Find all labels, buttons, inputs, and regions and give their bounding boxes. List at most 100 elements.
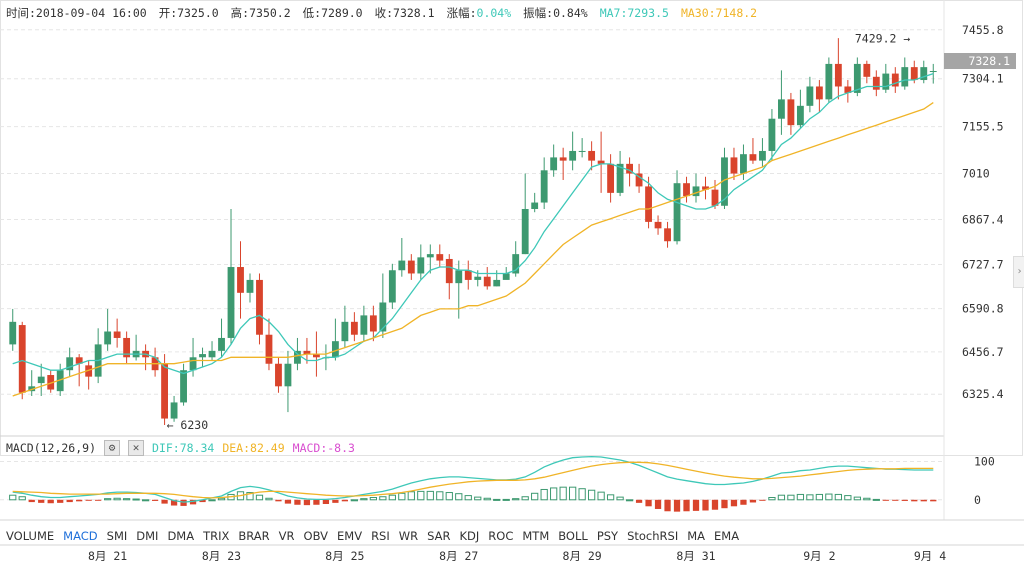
close-icon[interactable]: ✕ [128, 440, 145, 456]
candle [759, 150, 766, 161]
candle [844, 86, 852, 93]
tab-dma[interactable]: DMA [167, 529, 195, 543]
macd-bar [664, 499, 671, 512]
tab-kdj[interactable]: KDJ [459, 529, 480, 543]
y-tick-label: 6456.7 [962, 345, 1004, 359]
x-tick-label: 8月 23 [202, 549, 241, 563]
macd-bar [616, 496, 624, 501]
macd-bar [872, 498, 880, 501]
y-tick-label: 6590.8 [962, 302, 1004, 316]
tab-psy[interactable]: PSY [596, 529, 619, 543]
tab-mtm[interactable]: MTM [522, 529, 550, 543]
macd-bar [673, 499, 681, 512]
macd-bar [559, 486, 567, 501]
macd-bar [759, 499, 766, 501]
candle [369, 315, 377, 332]
macd-bar [199, 499, 206, 503]
candle [483, 276, 491, 287]
macd-bar [180, 499, 187, 506]
macd-bar [768, 497, 776, 501]
candle [313, 354, 320, 358]
candle [626, 163, 633, 174]
tab-vr[interactable]: VR [278, 529, 295, 543]
tab-sar[interactable]: SAR [427, 529, 451, 543]
macd-bar [132, 498, 140, 501]
low-annotation: ← 6230 [167, 418, 209, 432]
dif-line [12, 455, 934, 503]
gear-icon[interactable]: ⚙ [104, 440, 121, 456]
tab-obv[interactable]: OBV [303, 529, 328, 543]
y-tick-label: 7010 [962, 167, 990, 181]
macd-bar [645, 499, 652, 507]
candle [417, 257, 425, 274]
macd-bar [521, 496, 529, 501]
macd-bar [57, 499, 64, 503]
candle [607, 163, 615, 193]
high-annotation: 7429.2 → [855, 31, 910, 45]
candle [901, 67, 909, 87]
candle [189, 357, 197, 371]
macd-bar [170, 499, 178, 506]
macd-macd-value: MACD:-8.3 [292, 441, 355, 455]
macd-bar [474, 496, 482, 501]
candle [56, 370, 64, 392]
candle [284, 363, 292, 387]
candle [18, 325, 26, 393]
info-close: 收:7328.1 [374, 6, 435, 20]
macd-bar [892, 499, 899, 501]
macd-header: MACD(12,26,9) ⚙ ✕ DIF:78.34 DEA:82.49 MA… [6, 440, 363, 456]
tab-volume[interactable]: VOLUME [6, 529, 55, 543]
candle [303, 350, 311, 355]
tab-smi[interactable]: SMI [106, 529, 128, 543]
tab-ma[interactable]: MA [687, 529, 706, 543]
macd-bar [654, 499, 662, 509]
macd-bar [625, 499, 634, 502]
macd-bar [911, 499, 918, 502]
macd-bar [740, 499, 747, 505]
macd-bar [844, 495, 852, 501]
candle [920, 67, 928, 81]
current-price-tag: 7328.1 [944, 53, 1016, 69]
tab-macd[interactable]: MACD [63, 529, 98, 543]
tab-ema[interactable]: EMA [714, 529, 740, 543]
tab-boll[interactable]: BOLL [558, 529, 588, 543]
candle [664, 228, 671, 242]
macd-bar [692, 499, 700, 511]
macd-bar [863, 497, 871, 501]
tab-wr[interactable]: WR [398, 529, 419, 543]
tab-rsi[interactable]: RSI [371, 529, 390, 543]
tab-emv[interactable]: EMV [337, 529, 363, 543]
macd-bar [294, 499, 301, 505]
candle [891, 73, 899, 87]
tab-stochrsi[interactable]: StochRSI [627, 529, 679, 543]
candle [853, 63, 861, 93]
macd-bar [597, 491, 605, 501]
info-change-value: 0.04% [476, 6, 512, 20]
macd-bar [407, 491, 415, 501]
candle [512, 254, 520, 274]
macd-bar [711, 499, 719, 510]
macd-bar [28, 499, 35, 503]
macd-bar [303, 499, 311, 506]
tab-brar[interactable]: BRAR [238, 529, 270, 543]
tab-dmi[interactable]: DMI [136, 529, 159, 543]
candle [398, 260, 406, 271]
macd-y-tick-label: 0 [974, 493, 981, 507]
macd-bar [341, 499, 349, 502]
macd-bar [208, 499, 216, 502]
tab-roc[interactable]: ROC [488, 529, 514, 543]
info-time: 时间:2018-09-04 16:00 [6, 6, 147, 20]
y-tick-label: 7304.1 [962, 72, 1004, 86]
macd-bar [578, 488, 586, 501]
macd-title: MACD(12,26,9) [6, 441, 97, 455]
macd-bar [550, 487, 558, 501]
candle [815, 86, 823, 100]
scroll-right-handle[interactable]: › [1013, 256, 1024, 288]
tab-trix[interactable]: TRIX [203, 529, 230, 543]
candle [218, 337, 225, 351]
macd-bar [398, 492, 406, 501]
x-tick-label: 9月 4 [914, 549, 946, 563]
candle [825, 63, 833, 100]
macd-bar [882, 499, 889, 501]
